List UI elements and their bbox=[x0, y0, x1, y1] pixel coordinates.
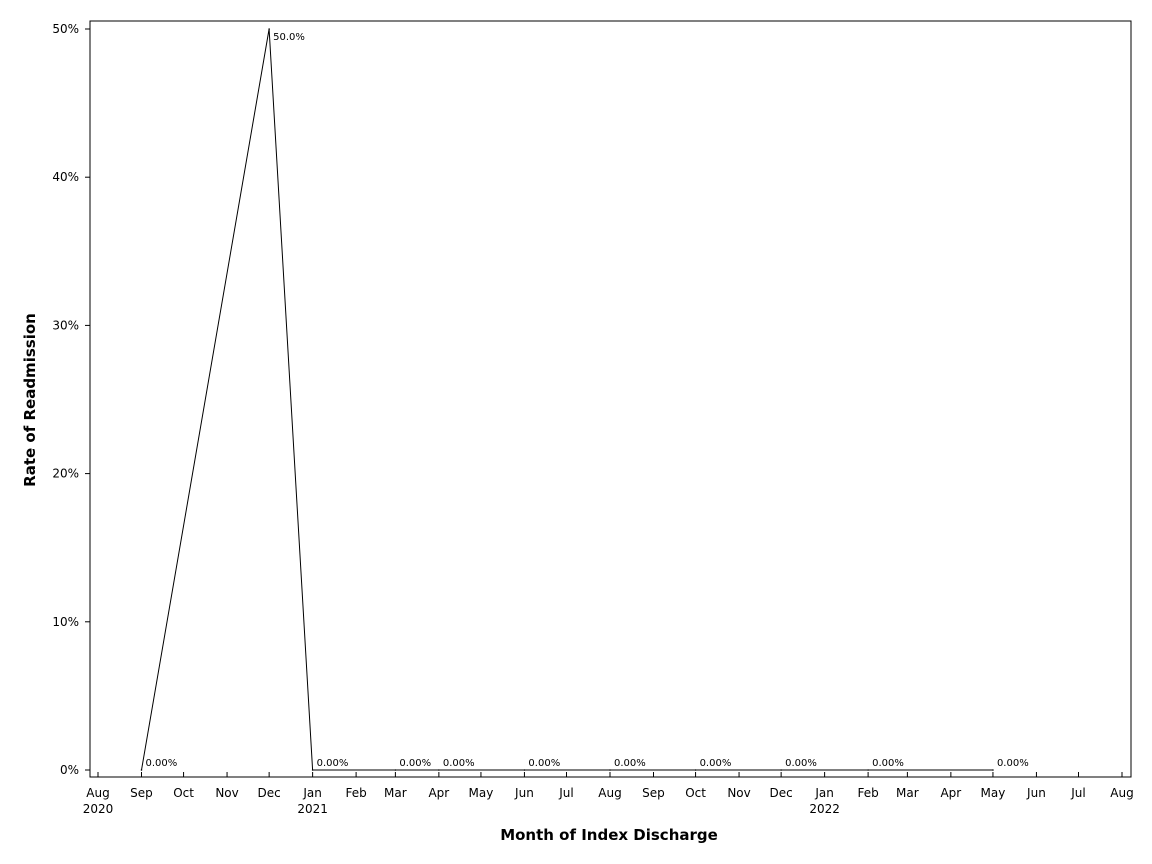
y-tick-label: 0% bbox=[60, 763, 79, 777]
data-label: 0.00% bbox=[317, 758, 349, 769]
x-tick-label: Feb bbox=[345, 786, 366, 800]
x-year-label: 2022 bbox=[809, 802, 840, 816]
data-point bbox=[523, 769, 526, 771]
series-layer bbox=[140, 28, 994, 771]
data-point bbox=[694, 769, 697, 771]
data-point bbox=[992, 769, 994, 771]
y-axis-title: Rate of Readmission bbox=[21, 313, 39, 487]
x-tick-label: Jun bbox=[514, 786, 534, 800]
x-tick-label: May bbox=[469, 786, 494, 800]
data-point bbox=[609, 769, 611, 771]
x-axis-title: Month of Index Discharge bbox=[500, 826, 718, 844]
x-tick-label: Oct bbox=[173, 786, 194, 800]
x-tick-label: Aug bbox=[86, 786, 109, 800]
data-label: 0.00% bbox=[528, 758, 560, 769]
y-axis: 0% 10% 20% 30% 40% 50% bbox=[52, 22, 90, 777]
plot-frame bbox=[89, 20, 1132, 778]
data-label: 0.00% bbox=[399, 758, 431, 769]
data-point bbox=[268, 28, 270, 30]
x-tick-label: Aug bbox=[598, 786, 621, 800]
x-tick-label: Jun bbox=[1026, 786, 1046, 800]
series-line bbox=[141, 28, 993, 771]
x-tick-label: Nov bbox=[215, 786, 238, 800]
data-label: 0.00% bbox=[145, 758, 177, 769]
x-tick-label: Dec bbox=[770, 786, 793, 800]
x-tick-label: Jul bbox=[558, 786, 573, 800]
data-label: 0.00% bbox=[614, 758, 646, 769]
x-tick-label: Mar bbox=[384, 786, 407, 800]
data-point bbox=[438, 769, 440, 771]
x-tick-label: May bbox=[981, 786, 1006, 800]
x-tick-label: Dec bbox=[258, 786, 281, 800]
x-tick-label: Sep bbox=[130, 786, 153, 800]
x-tick-label: Apr bbox=[940, 786, 961, 800]
y-tick-label: 20% bbox=[52, 467, 79, 481]
x-tick-label: Sep bbox=[642, 786, 665, 800]
data-label: 0.00% bbox=[785, 758, 817, 769]
x-year-label: 2020 bbox=[83, 802, 114, 816]
y-tick-label: 40% bbox=[52, 170, 79, 184]
y-tick-label: 50% bbox=[52, 22, 79, 36]
data-point bbox=[867, 769, 869, 771]
x-tick-label: Jan bbox=[302, 786, 322, 800]
x-axis: Aug Sep Oct Nov Dec Jan Feb Mar Apr May Jun Jul Aug S… bbox=[83, 772, 1134, 816]
y-tick-label: 30% bbox=[52, 318, 79, 332]
x-tick-label: Nov bbox=[727, 786, 750, 800]
data-label: 0.00% bbox=[443, 758, 475, 769]
data-point bbox=[394, 769, 397, 771]
data-point bbox=[311, 769, 314, 771]
data-label: 0.00% bbox=[700, 758, 732, 769]
data-label: 50.0% bbox=[273, 32, 305, 43]
x-year-label: 2021 bbox=[297, 802, 328, 816]
x-tick-label: Feb bbox=[857, 786, 878, 800]
y-tick-label: 10% bbox=[52, 615, 79, 629]
data-point bbox=[140, 769, 143, 771]
x-tick-label: Mar bbox=[896, 786, 919, 800]
x-tick-label: Jan bbox=[814, 786, 834, 800]
x-tick-label: Jul bbox=[1070, 786, 1085, 800]
data-label: 0.00% bbox=[997, 758, 1029, 769]
x-tick-label: Apr bbox=[428, 786, 449, 800]
data-point bbox=[780, 769, 782, 771]
x-tick-label: Oct bbox=[685, 786, 706, 800]
x-tick-label: Aug bbox=[1110, 786, 1133, 800]
data-label: 0.00% bbox=[872, 758, 904, 769]
data-labels-layer: 0.00% 50.0% 0.00% 0.00% 0.00% 0.00% 0.00% 0.00%… bbox=[145, 32, 1028, 769]
